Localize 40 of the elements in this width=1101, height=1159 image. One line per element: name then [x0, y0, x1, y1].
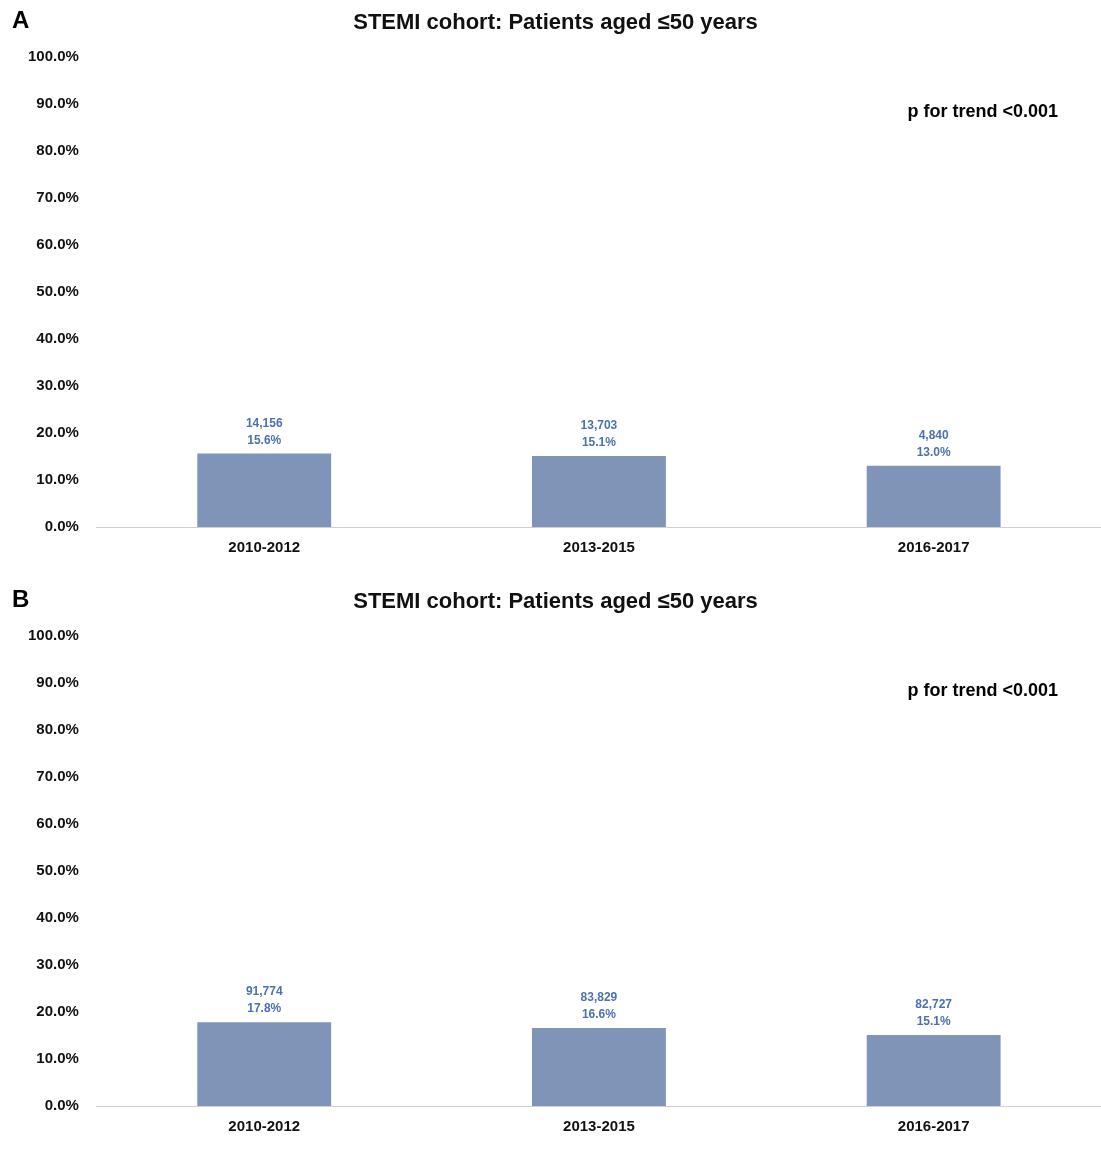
y-tick-label: 40.0% [36, 328, 79, 346]
y-tick-label: 80.0% [36, 140, 79, 158]
x-tick-label: 2013-2015 [563, 538, 635, 556]
chart-title: STEMI cohort: Patients aged ≤50 years [353, 9, 758, 35]
y-tick-label: 90.0% [36, 672, 79, 690]
y-tick-label: 70.0% [36, 187, 79, 205]
y-tick-label: 40.0% [36, 907, 79, 925]
text: B [12, 585, 30, 612]
y-tick-label: 70.0% [36, 766, 79, 784]
x-tick-label: 2013-2015 [563, 1117, 635, 1135]
x-tick-label: 2010-2012 [228, 538, 301, 556]
y-tick-label: 20.0% [36, 423, 79, 441]
y-tick-label: 10.0% [36, 1049, 79, 1067]
y-tick-label: 50.0% [36, 281, 79, 299]
x-tick-label: 2016-2017 [897, 1117, 970, 1135]
data-label: 14,156 15.6% [245, 415, 283, 447]
x-tick-label: 2010-2012 [228, 1117, 301, 1135]
y-tick-label: 0.0% [44, 517, 79, 535]
y-tick-label: 50.0% [36, 860, 79, 878]
y-tick-label: 60.0% [36, 234, 79, 252]
y-tick-label: 0.0% [44, 1096, 79, 1114]
y-tick-label: 90.0% [36, 93, 79, 111]
y-tick-label: 100.0% [28, 625, 79, 643]
data-label: 83,829 16.6% [580, 989, 618, 1021]
annotation: p for trend <0.001 [907, 101, 1058, 121]
y-tick-label: 100.0% [28, 46, 79, 64]
y-tick-label: 10.0% [36, 470, 79, 488]
data-label: 4,840 13.0% [916, 427, 951, 459]
y-tick-label: 80.0% [36, 719, 79, 737]
y-tick-label: 20.0% [36, 1002, 79, 1020]
y-tick-label: 30.0% [36, 375, 79, 393]
y-tick-label: 30.0% [36, 954, 79, 972]
data-label: 13,703 15.1% [580, 417, 618, 449]
text: A [12, 6, 30, 33]
x-tick-label: 2016-2017 [897, 538, 970, 556]
annotation: p for trend <0.001 [907, 680, 1058, 700]
chart-title: STEMI cohort: Patients aged ≤50 years [353, 588, 758, 614]
y-tick-label: 60.0% [36, 813, 79, 831]
data-label: 82,727 15.1% [915, 996, 953, 1028]
data-label: 91,774 17.8% [245, 984, 283, 1016]
